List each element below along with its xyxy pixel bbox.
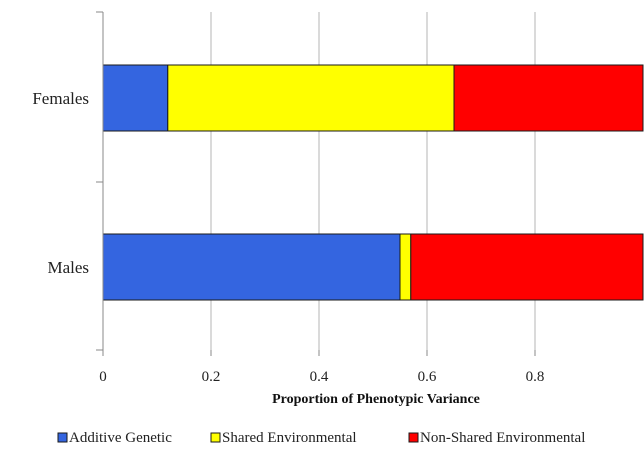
legend-label: Non-Shared Environmental: [420, 430, 585, 446]
legend-swatch: [210, 432, 221, 443]
category-label: Females: [32, 89, 89, 108]
legend-label: Additive Genetic: [69, 430, 172, 446]
x-tick-label: 0: [99, 369, 107, 385]
bar-females-additive-genetic: [102, 64, 169, 132]
x-tick-label: 0.4: [310, 369, 329, 385]
bars: [102, 64, 644, 301]
x-tick-label: 0.2: [202, 369, 221, 385]
bar-males-shared-environmental: [399, 233, 412, 301]
bar-females-non-shared-environmental: [453, 64, 644, 132]
legend-swatch: [408, 432, 419, 443]
legend-swatch: [57, 432, 68, 443]
bar-males-additive-genetic: [102, 233, 401, 301]
category-label: Males: [47, 258, 89, 277]
legend-label: Shared Environmental: [222, 430, 357, 446]
x-axis-title: Proportion of Phenotypic Variance: [272, 392, 480, 407]
axes: Females Males 0 0.2 0.4 0.6 0.8: [32, 11, 545, 385]
bar-females-shared-environmental: [167, 64, 455, 132]
legend: Additive Genetic Shared Environmental Non-…: [57, 430, 585, 446]
bar-males-non-shared-environmental: [410, 233, 644, 301]
x-tick-label: 0.8: [526, 369, 545, 385]
x-tick-label: 0.6: [418, 369, 437, 385]
